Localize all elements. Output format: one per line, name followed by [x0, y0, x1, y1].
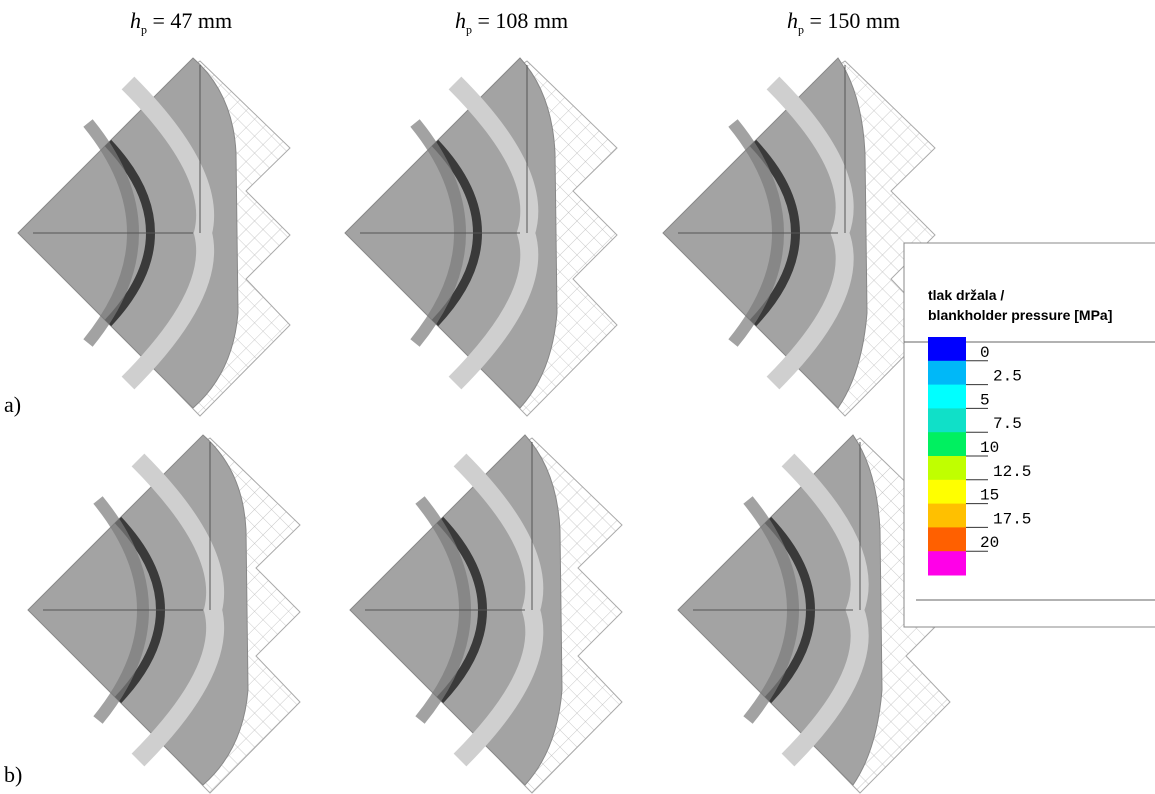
- color-swatch: [928, 480, 966, 504]
- color-swatch: [928, 337, 966, 361]
- legend-title: blankholder pressure [MPa]: [928, 307, 1112, 323]
- legend-label: 15: [980, 487, 999, 505]
- column-header: hp = 150 mm: [787, 8, 900, 37]
- color-swatch: [928, 456, 966, 480]
- color-swatch: [928, 361, 966, 385]
- legend-title: tlak držala /: [928, 287, 1004, 303]
- color-swatch: [928, 408, 966, 432]
- color-swatch: [928, 504, 966, 528]
- legend-label: 7.5: [993, 415, 1022, 433]
- color-swatch: [928, 432, 966, 456]
- color-swatch: [928, 527, 966, 551]
- color-swatch: [928, 385, 966, 409]
- legend-label: 2.5: [993, 368, 1022, 386]
- column-header: hp = 47 mm: [130, 8, 232, 37]
- legend-label: 10: [980, 439, 999, 457]
- legend-label: 0: [980, 344, 990, 362]
- row-label: b): [4, 762, 22, 788]
- legend-label: 20: [980, 534, 999, 552]
- color-swatch: [928, 551, 966, 575]
- row-label: a): [4, 392, 21, 418]
- column-header: hp = 108 mm: [455, 8, 568, 37]
- figure-drawing: tlak držala / blankholder pressure [MPa] 0…: [0, 0, 1155, 794]
- figure: tlak držala / blankholder pressure [MPa] 0…: [0, 0, 1155, 794]
- legend-label: 12.5: [993, 463, 1031, 481]
- legend-label: 17.5: [993, 510, 1031, 528]
- legend-label: 5: [980, 391, 990, 409]
